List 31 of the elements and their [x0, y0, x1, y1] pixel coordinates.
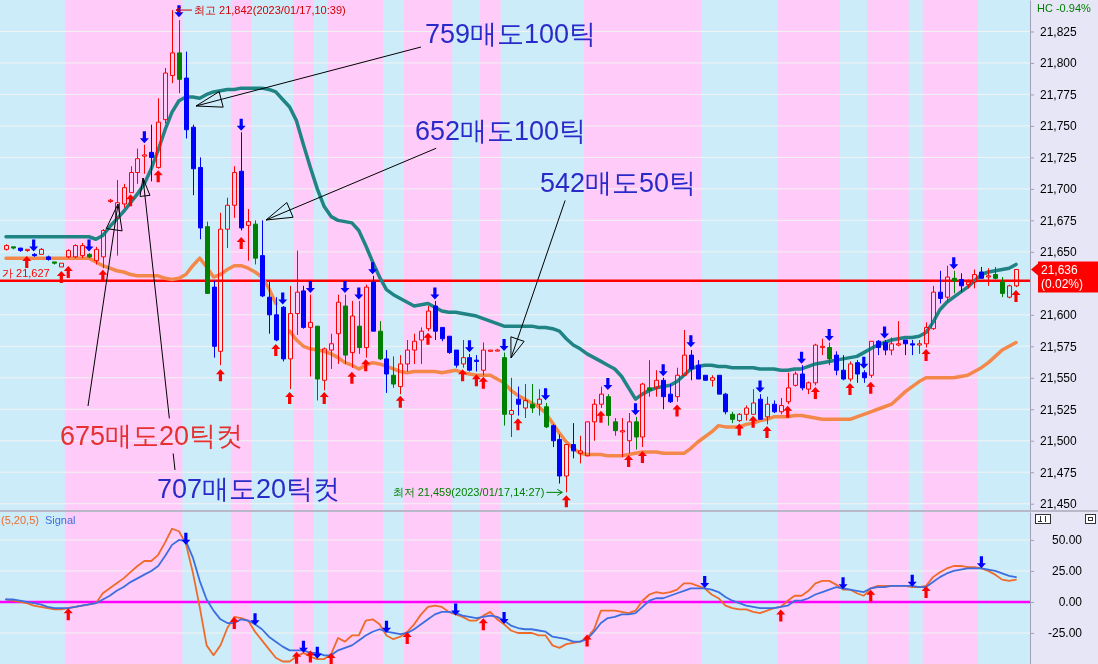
text: 21,636 (0.02%) — [1041, 263, 1084, 292]
ref-line-label: 가 21,627 — [2, 266, 50, 279]
y-tick-label: -25.00 — [1047, 626, 1083, 641]
y-tick-label: 21,650 — [1040, 245, 1078, 260]
y-tick-label: 25.00 — [1051, 564, 1083, 579]
annotation: 759매도100틱 — [425, 19, 597, 49]
text: Signal — [44, 514, 76, 526]
y-tick-label: 21,550 — [1040, 371, 1078, 386]
annotation: 652매도100틱 — [415, 116, 587, 146]
y-tick-label: 0.00 — [1058, 595, 1083, 610]
annotation: 707매도20틱컷 — [157, 474, 341, 504]
text: HC -0.94% — [1037, 2, 1092, 14]
annotation: 최저 21,459(2023/01/17,14:27) — [392, 486, 545, 499]
y-tick-label: 21,750 — [1040, 119, 1078, 134]
y-tick-label: 21,575 — [1040, 339, 1078, 354]
y-tick-label: 21,700 — [1040, 182, 1078, 197]
y-tick-label: 21,825 — [1040, 24, 1078, 39]
annotation: 675매도20틱컷 — [60, 421, 244, 451]
text: (5,20,5) — [1, 514, 39, 526]
y-tick-label: 50.00 — [1051, 533, 1083, 548]
y-tick-label: 21,450 — [1040, 497, 1078, 512]
y-tick-label: 21,525 — [1040, 402, 1078, 417]
y-tick-label: 21,500 — [1040, 434, 1078, 449]
y-tick-label: 21,675 — [1040, 213, 1078, 228]
y-tick-label: 21,600 — [1040, 308, 1078, 323]
y-tick-label: 21,800 — [1040, 56, 1078, 71]
annotation: 542매도50틱 — [540, 168, 697, 198]
y-tick-label: 21,475 — [1040, 465, 1078, 480]
y-tick-label: 21,725 — [1040, 150, 1078, 165]
annotation: 최고 21,842(2023/01/17,10:39) — [194, 4, 346, 17]
y-tick-label: 21,775 — [1040, 87, 1078, 102]
